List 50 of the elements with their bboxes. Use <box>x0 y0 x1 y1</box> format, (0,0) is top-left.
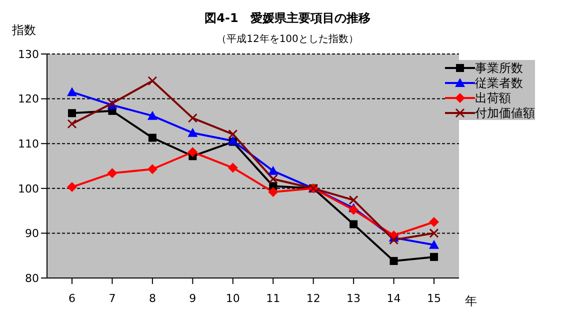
x-tick-label: 13 <box>346 292 361 305</box>
point <box>188 128 198 137</box>
point <box>429 240 439 249</box>
y-tick-label: 110 <box>18 138 39 151</box>
chart-title: 図4-1 愛媛県主要項目の推移 <box>204 11 370 25</box>
point <box>268 186 278 197</box>
point <box>188 113 198 123</box>
point <box>429 217 439 227</box>
y-tick-label: 130 <box>18 48 39 61</box>
point <box>67 119 77 129</box>
point <box>188 147 198 158</box>
point <box>429 228 439 238</box>
x-tick-label: 11 <box>266 292 280 305</box>
x-tick-label: 8 <box>148 292 156 305</box>
point <box>67 87 77 96</box>
point <box>148 76 158 86</box>
point <box>147 164 158 174</box>
point <box>147 110 158 120</box>
point <box>350 220 358 228</box>
x-tick-label: 6 <box>68 292 76 305</box>
y-tick-label: 100 <box>18 182 39 196</box>
x-tick-label: 15 <box>427 292 441 305</box>
point <box>430 252 438 261</box>
point <box>268 174 278 184</box>
chart-subtitle: （平成12年を100とした指数） <box>216 34 358 45</box>
legend-label: 付加価値額 <box>475 106 535 120</box>
y-tick-label: 90 <box>25 227 39 240</box>
x-tick-label: 7 <box>108 292 116 305</box>
legend-label: 従業者数 <box>475 76 523 90</box>
x-axis-title: 年 <box>465 294 477 308</box>
legend-label: 事業所数 <box>475 60 523 74</box>
point <box>67 182 77 192</box>
point <box>107 168 118 178</box>
point <box>228 129 238 139</box>
legend-label: 出荷額 <box>475 90 511 104</box>
point <box>228 162 238 173</box>
point <box>389 235 399 245</box>
y-axis-title: 指数 <box>12 22 36 39</box>
point <box>268 166 278 175</box>
point <box>390 256 398 265</box>
x-tick-label: 14 <box>386 292 401 305</box>
y-tick-label: 80 <box>25 272 39 285</box>
x-tick-label: 10 <box>226 292 240 305</box>
point <box>148 134 156 142</box>
point <box>68 109 76 118</box>
point <box>348 204 359 215</box>
y-tick-label: 120 <box>18 92 39 106</box>
x-tick-label: 12 <box>306 292 320 305</box>
point <box>348 195 358 205</box>
x-tick-label: 9 <box>189 292 196 305</box>
